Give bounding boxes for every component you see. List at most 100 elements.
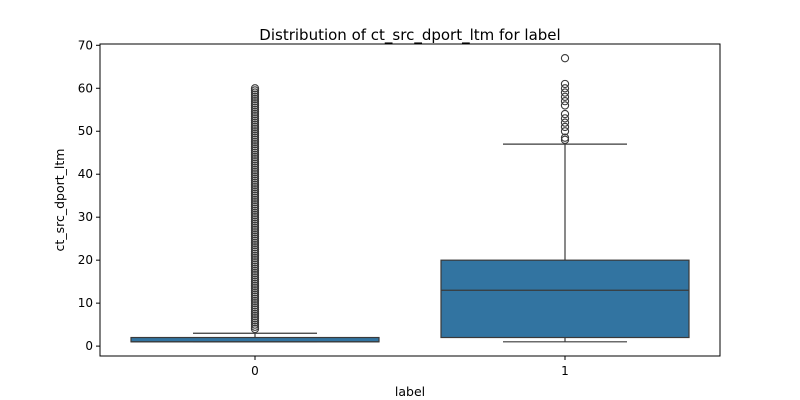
outlier-point (250, 155, 260, 164)
outlier-point (250, 88, 260, 97)
outlier-point (250, 131, 260, 140)
outlier-point (560, 101, 570, 110)
y-tick-label: 0 (85, 339, 93, 353)
outlier-point (250, 249, 260, 258)
outlier-point (250, 112, 260, 121)
outlier-point (250, 298, 260, 308)
outlier-point (250, 264, 260, 273)
outlier-point (250, 109, 260, 119)
outlier-point (250, 307, 260, 316)
outlier-point (250, 148, 260, 157)
outlier-point (250, 311, 260, 321)
outlier-point (250, 262, 260, 271)
outlier-point (250, 202, 260, 211)
outlier-point (250, 281, 260, 291)
outlier-point (250, 240, 260, 250)
outlier-point (560, 92, 570, 102)
outlier-point (250, 94, 260, 104)
outlier-point (250, 120, 260, 129)
outlier-point (250, 305, 260, 314)
chart-title: Distribution of ct_src_dport_ltm for lab… (259, 26, 560, 45)
outlier-point (250, 193, 260, 203)
outlier-point (250, 133, 260, 142)
outlier-point (250, 215, 260, 224)
outlier-point (250, 223, 260, 233)
outlier-point (250, 150, 260, 160)
outlier-point (250, 260, 260, 269)
outlier-point (560, 135, 570, 144)
outlier-point (250, 279, 260, 288)
outlier-point (250, 146, 260, 155)
outlier-point (250, 309, 260, 319)
outlier-point (250, 124, 260, 134)
outlier-point (250, 283, 260, 293)
outlier-point (560, 127, 570, 136)
outlier-point (250, 204, 260, 213)
outlier-point (250, 86, 260, 95)
outlier-point (250, 176, 260, 185)
outlier-point (250, 142, 260, 151)
outlier-point (250, 219, 260, 228)
plot-area: 0 10 20 30 40 50 60 70 0 1 (78, 38, 690, 378)
outlier-point (250, 118, 260, 127)
outlier-point (250, 294, 260, 303)
outlier-point (560, 118, 570, 127)
iqr-box (130, 336, 380, 343)
outlier-point (250, 268, 260, 278)
y-tick-label: 40 (78, 167, 93, 181)
outlier-point (560, 122, 570, 132)
outlier-point (250, 144, 260, 153)
x-tick-label: 0 (251, 364, 259, 378)
outlier-point (250, 172, 260, 181)
outlier-point (250, 320, 260, 329)
outlier-point (250, 99, 260, 108)
outlier-point (250, 232, 260, 241)
y-tick-label: 20 (78, 253, 93, 267)
outlier-point (250, 238, 260, 248)
outlier-point (250, 271, 260, 280)
outlier-point (250, 286, 260, 295)
outlier-point (250, 208, 260, 218)
outlier-point (250, 228, 260, 237)
outlier-point (250, 180, 260, 190)
outlier-point (250, 152, 260, 162)
outlier-point (250, 191, 260, 200)
outlier-point (250, 234, 260, 243)
outlier-point (250, 314, 260, 323)
outlier-point (250, 213, 260, 222)
y-tick-label: 70 (78, 38, 93, 52)
outlier-point (250, 251, 260, 261)
outlier-point (250, 247, 260, 256)
outlier-point (250, 266, 260, 276)
outlier-point (250, 217, 260, 226)
outlier-point (250, 139, 260, 149)
outlier-point (250, 253, 260, 263)
outlier-point (250, 129, 260, 138)
outlier-point (250, 185, 260, 194)
outlier-point (250, 225, 260, 235)
y-axis-label: ct_src_dport_ltm (52, 149, 67, 252)
outlier-point (250, 163, 260, 172)
outlier-point (250, 116, 260, 125)
outlier-point (250, 92, 260, 102)
outlier-point (250, 105, 260, 114)
outlier-point (560, 84, 570, 93)
outlier-point (250, 322, 260, 331)
outlier-point (250, 303, 260, 312)
outlier-point (250, 195, 260, 205)
outlier-point (250, 159, 260, 168)
outlier-point (250, 273, 260, 282)
outlier-point (250, 103, 260, 112)
outlier-point (250, 165, 260, 175)
outlier-point (250, 122, 260, 132)
y-tick-label: 10 (78, 296, 93, 310)
outlier-point (250, 90, 260, 99)
outlier-point (250, 221, 260, 230)
outlier-point (250, 135, 260, 144)
outlier-point (250, 197, 260, 207)
y-tick-label: 60 (78, 81, 93, 95)
outlier-point (250, 182, 260, 192)
x-axis-label: label (395, 384, 425, 399)
outlier-point (250, 157, 260, 166)
